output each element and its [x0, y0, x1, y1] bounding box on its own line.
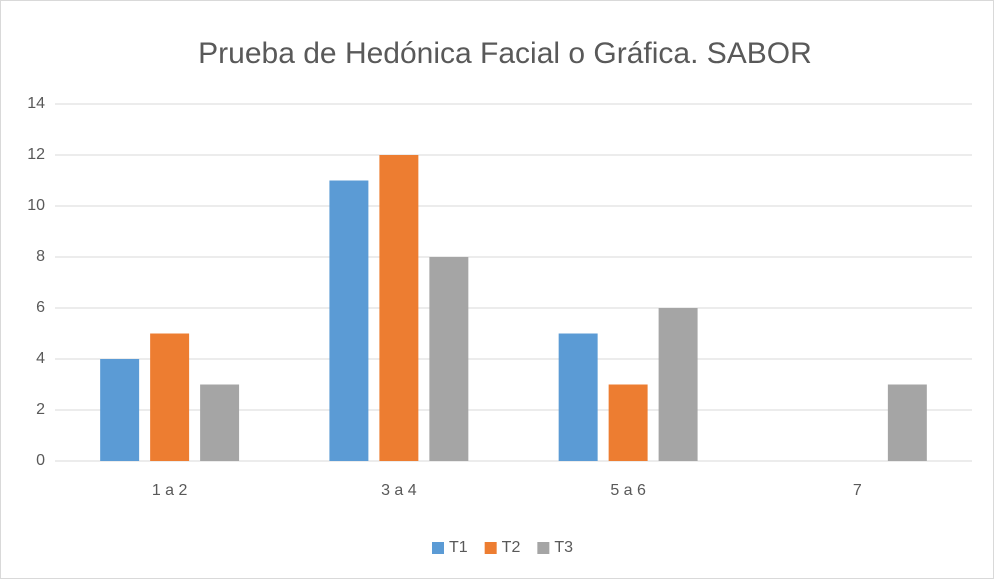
bar [329, 180, 369, 461]
bar [558, 333, 598, 461]
bar [200, 384, 240, 461]
y-tick-label: 12 [27, 146, 45, 163]
bar [100, 359, 140, 461]
chart-title: Prueba de Hedónica Facial o Gráfica. SAB… [198, 37, 812, 70]
legend-swatch [537, 542, 550, 554]
y-tick-label: 14 [27, 95, 45, 112]
bar [887, 384, 927, 461]
bar [150, 333, 190, 461]
bar [379, 155, 419, 461]
x-tick-label: 7 [853, 482, 862, 499]
y-tick-label: 6 [36, 299, 45, 316]
legend-swatch [484, 542, 497, 554]
bar [608, 384, 648, 461]
x-tick-label: 1 a 2 [152, 482, 188, 499]
x-tick-label: 5 a 6 [610, 482, 646, 499]
x-tick-label: 3 a 4 [381, 482, 417, 499]
bar [658, 308, 698, 461]
y-tick-label: 2 [36, 401, 45, 418]
legend-label: T2 [502, 539, 521, 556]
y-tick-label: 8 [36, 248, 45, 265]
bar [429, 257, 469, 461]
y-tick-label: 10 [27, 197, 45, 214]
legend-label: T3 [554, 539, 573, 556]
legend-swatch [432, 542, 444, 554]
y-tick-label: 4 [36, 350, 45, 367]
y-tick-label: 0 [36, 452, 45, 469]
legend-label: T1 [449, 539, 468, 556]
